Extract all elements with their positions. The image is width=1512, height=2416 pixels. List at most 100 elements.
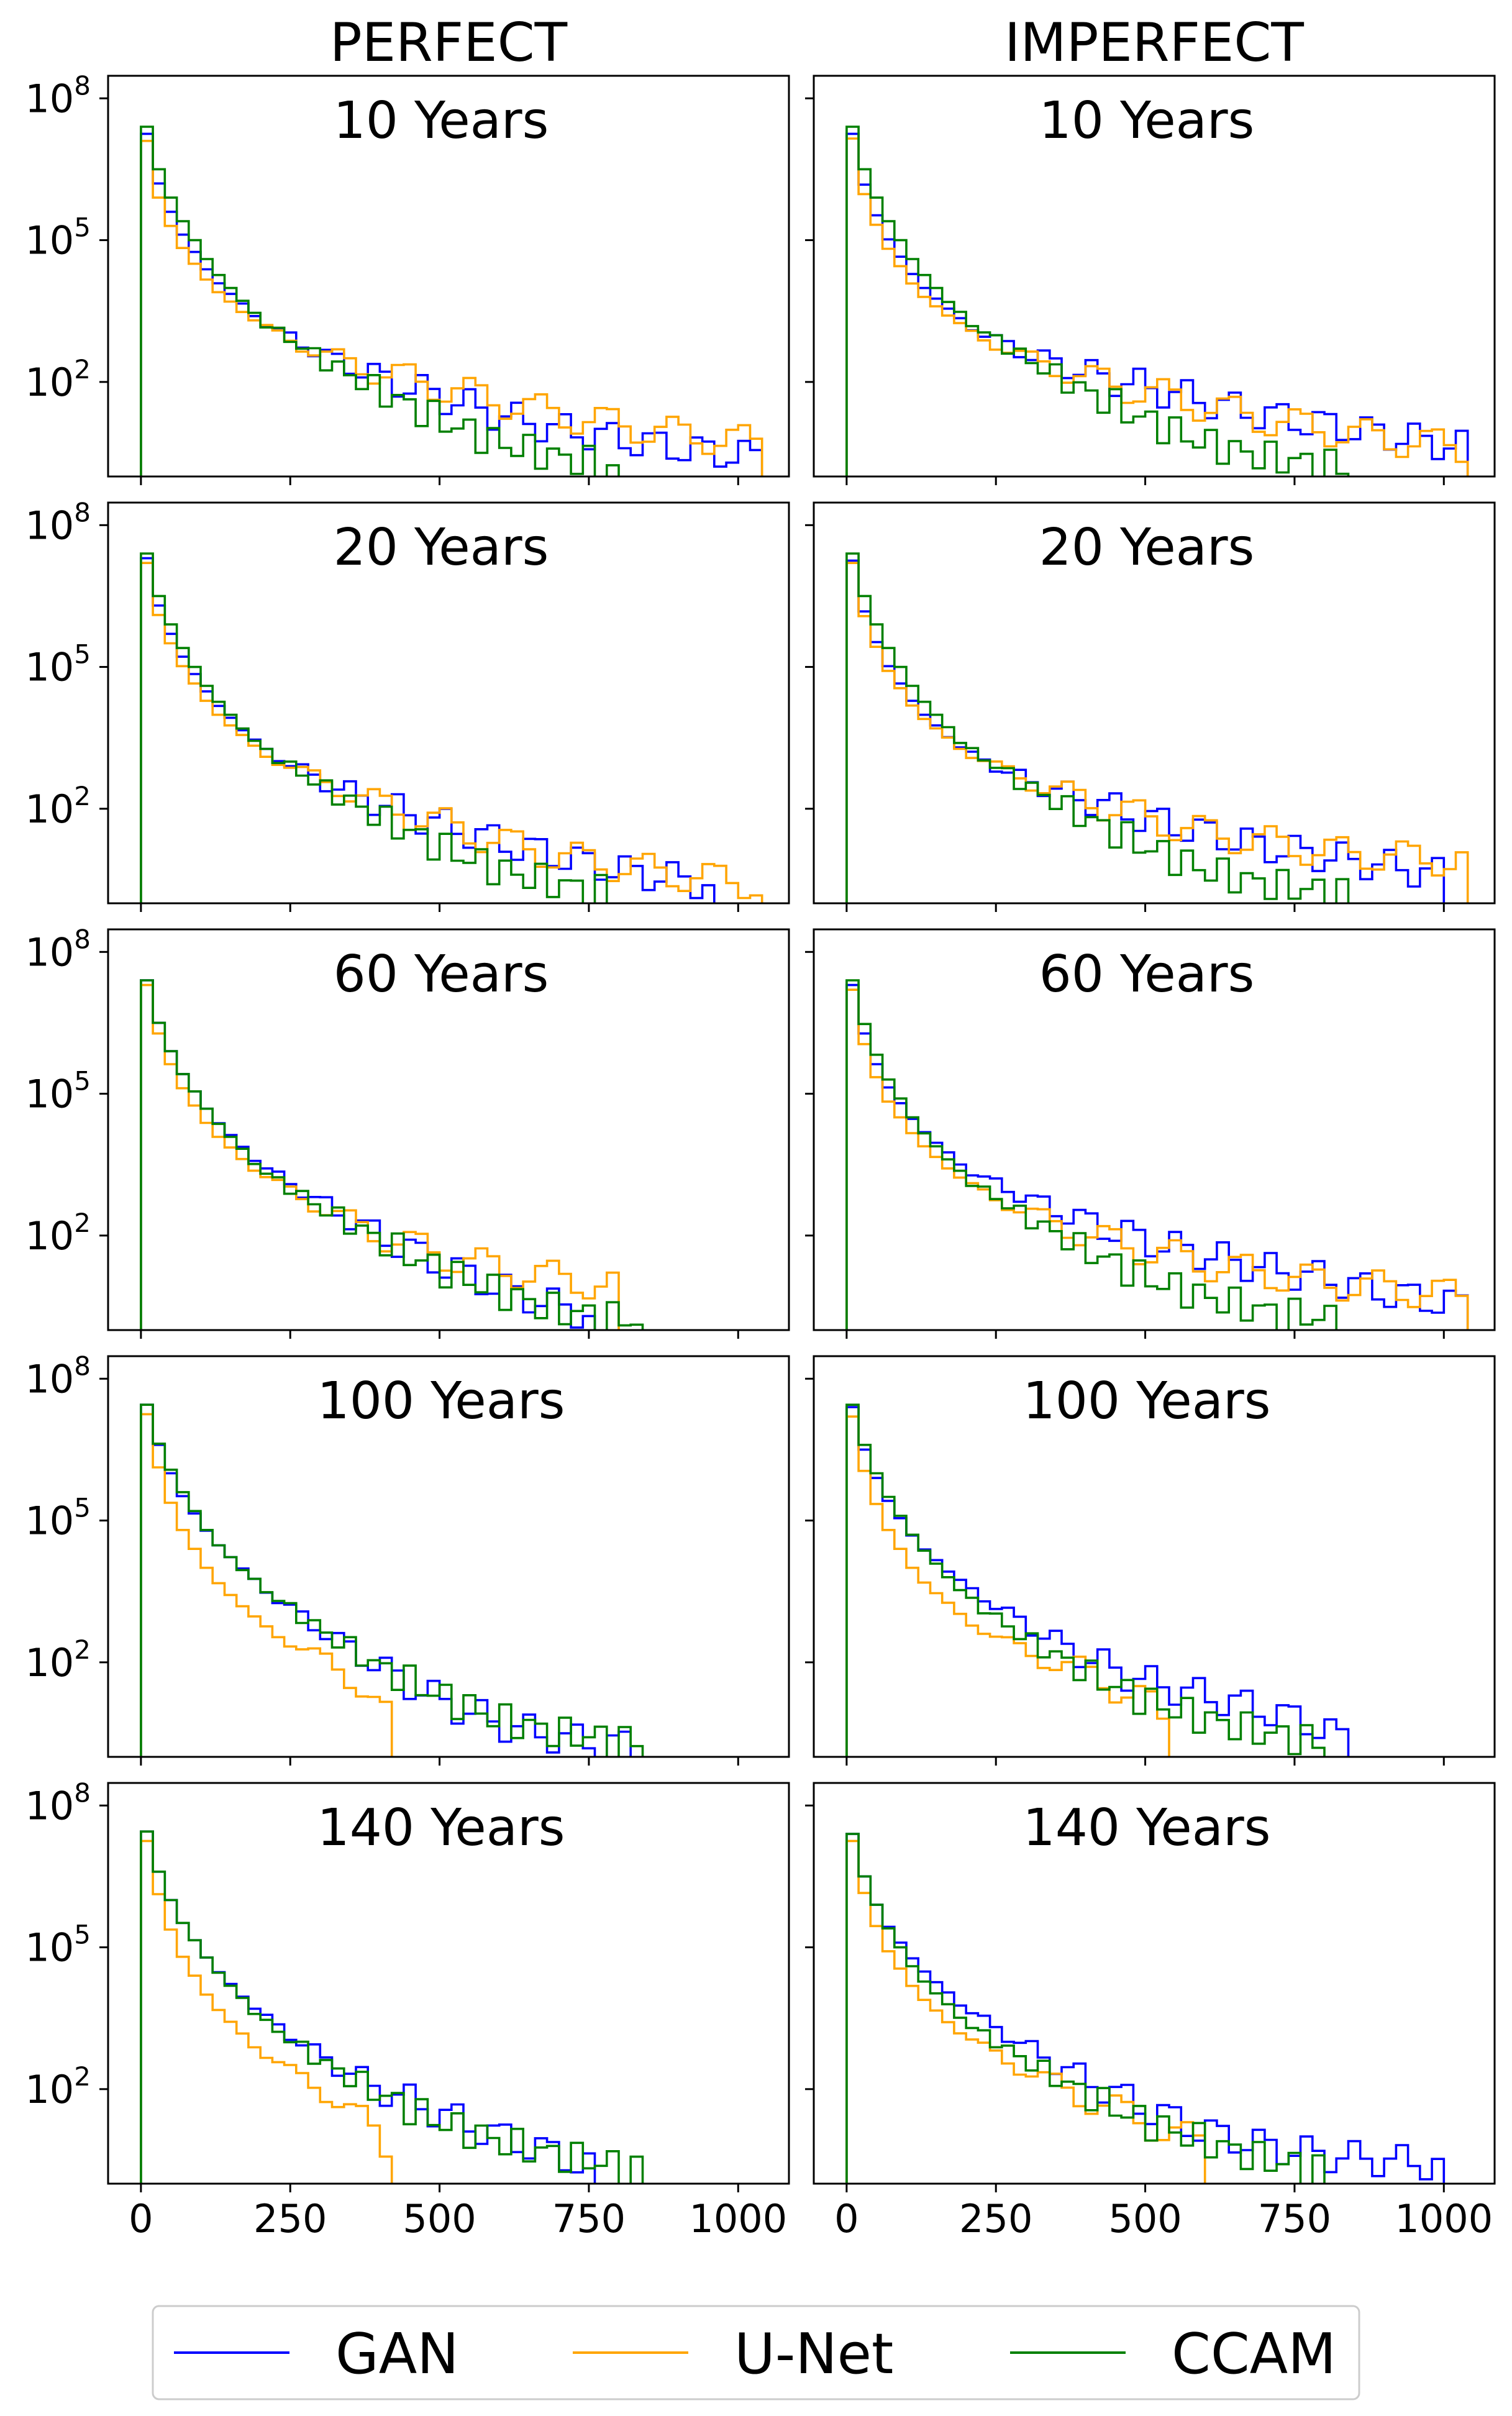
- series-unet-line: [845, 1839, 1206, 2184]
- y-tick-label: 102: [25, 781, 91, 832]
- x-tick-label: 0: [129, 2196, 153, 2241]
- panel-title: 140 Years: [1023, 1798, 1271, 1858]
- panel-frame: [107, 928, 790, 1331]
- y-tick-label: 105: [25, 1066, 91, 1117]
- series-ccam-line: [845, 979, 1337, 1330]
- series-ccam-line: [140, 552, 608, 903]
- y-tick-label: 108: [25, 1777, 91, 1828]
- panel-2: 10 Years: [805, 75, 1496, 485]
- y-tick-label: 102: [25, 1208, 91, 1259]
- panel-title: 60 Years: [334, 945, 549, 1004]
- x-tick-label: 750: [1258, 2196, 1331, 2241]
- panel-3: 20 Years 102 105 108: [25, 497, 790, 912]
- panel-title: 10 Years: [1039, 91, 1255, 150]
- y-tick-label: 108: [25, 70, 91, 121]
- series-unet-line: [140, 1413, 393, 1757]
- y-tick-label: 105: [25, 639, 91, 690]
- series-gan-line: [845, 132, 1469, 476]
- panel-5: 60 Years 102 105 108: [25, 924, 790, 1339]
- series-unet-line: [845, 1415, 1170, 1757]
- x-tick-label: 500: [403, 2196, 476, 2241]
- panel-frame: [107, 75, 790, 478]
- series-ccam-line: [845, 125, 1350, 476]
- panel-series: [845, 552, 1469, 903]
- panel-series: [140, 979, 644, 1330]
- panel-title: 10 Years: [334, 91, 549, 150]
- series-unet-line: [845, 988, 1469, 1330]
- x-tick-label: 250: [253, 2196, 327, 2241]
- panel-10: 140 Years 0 250 500 750 1000: [805, 1782, 1496, 2241]
- panel-6: 60 Years: [805, 928, 1496, 1339]
- y-tick-label: 108: [25, 497, 91, 548]
- panel-frame: [813, 1782, 1496, 2185]
- series-unet-line: [845, 137, 1469, 476]
- series-gan-line: [140, 979, 596, 1330]
- y-tick-label: 102: [25, 354, 91, 405]
- x-tick-label: 1000: [689, 2196, 787, 2241]
- panel-series: [140, 125, 763, 476]
- y-tick-label: 105: [25, 1493, 91, 1544]
- panel-series: [845, 979, 1469, 1330]
- panel-series: [845, 1833, 1446, 2184]
- series-gan-line: [140, 132, 763, 476]
- panel-series: [845, 125, 1469, 476]
- legend-label-gan: GAN: [335, 2322, 459, 2387]
- series-unet-line: [140, 562, 763, 903]
- x-tick-label: 500: [1108, 2196, 1182, 2241]
- series-gan-line: [845, 559, 1446, 903]
- series-ccam-line: [845, 1403, 1326, 1757]
- panel-title: 140 Years: [317, 1798, 565, 1858]
- series-unet-line: [845, 562, 1469, 903]
- x-tick-label: 750: [552, 2196, 626, 2241]
- y-tick-label: 105: [25, 1920, 91, 1971]
- panel-4: 20 Years: [805, 501, 1496, 912]
- panel-series: [140, 552, 763, 903]
- series-unet-line: [140, 140, 763, 476]
- series-gan-line: [140, 1830, 596, 2184]
- series-ccam-line: [140, 1403, 644, 1757]
- panel-title: 100 Years: [1023, 1372, 1271, 1431]
- x-tick-label: 0: [834, 2196, 858, 2241]
- panel-frame: [813, 928, 1496, 1331]
- column-title-imperfect: IMPERFECT: [1004, 12, 1304, 74]
- legend: GAN U-Net CCAM: [152, 2305, 1360, 2400]
- panel-1: 10 Years 102 105 108: [25, 70, 790, 485]
- y-tick-label: 108: [25, 1351, 91, 1402]
- series-ccam-line: [140, 979, 644, 1330]
- series-ccam-line: [845, 552, 1350, 903]
- panel-title: 100 Years: [317, 1372, 565, 1431]
- series-ccam-line: [845, 1833, 1326, 2184]
- panel-frame: [107, 501, 790, 905]
- panel-series: [140, 1830, 644, 2184]
- column-titles: PERFECT IMPERFECT: [330, 12, 1305, 74]
- column-title-perfect: PERFECT: [330, 12, 568, 74]
- panel-9: 140 Years 102 105 108 0 250 500 750 1000: [25, 1777, 790, 2241]
- x-tick-label: 1000: [1395, 2196, 1493, 2241]
- panel-frame: [813, 1355, 1496, 1758]
- panel-frame: [813, 501, 1496, 905]
- x-tick-label: 250: [959, 2196, 1032, 2241]
- panel-frame: [813, 75, 1496, 478]
- y-tick-label: 102: [25, 2061, 91, 2112]
- y-tick-label: 108: [25, 924, 91, 975]
- panel-title: 60 Years: [1039, 945, 1255, 1004]
- legend-label-ccam: CCAM: [1172, 2322, 1336, 2387]
- y-tick-label: 105: [25, 212, 91, 263]
- panel-title: 20 Years: [334, 518, 549, 577]
- panel-7: 100 Years 102 105 108: [25, 1351, 790, 1766]
- panel-series: [845, 1403, 1350, 1757]
- series-ccam-line: [140, 125, 620, 476]
- panel-title: 20 Years: [1039, 518, 1255, 577]
- series-unet-line: [140, 1839, 393, 2184]
- panel-series: [140, 1403, 644, 1757]
- y-tick-label: 102: [25, 1634, 91, 1685]
- legend-frame: [152, 2305, 1360, 2400]
- panel-8: 100 Years: [805, 1355, 1496, 1766]
- series-unet-line: [140, 983, 620, 1330]
- panel-frame: [107, 1782, 790, 2185]
- series-gan-line: [845, 983, 1469, 1330]
- series-ccam-line: [140, 1830, 644, 2184]
- legend-label-unet: U-Net: [734, 2322, 893, 2387]
